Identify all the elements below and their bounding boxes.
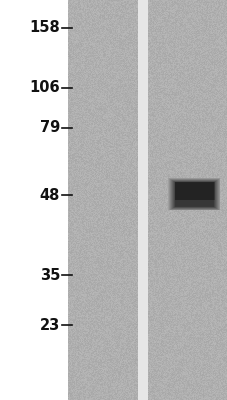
Text: 79: 79 (39, 120, 60, 136)
Text: 35: 35 (39, 268, 60, 282)
Text: 106: 106 (29, 80, 60, 96)
Text: 158: 158 (29, 20, 60, 36)
Text: 48: 48 (39, 188, 60, 202)
Text: 23: 23 (39, 318, 60, 332)
